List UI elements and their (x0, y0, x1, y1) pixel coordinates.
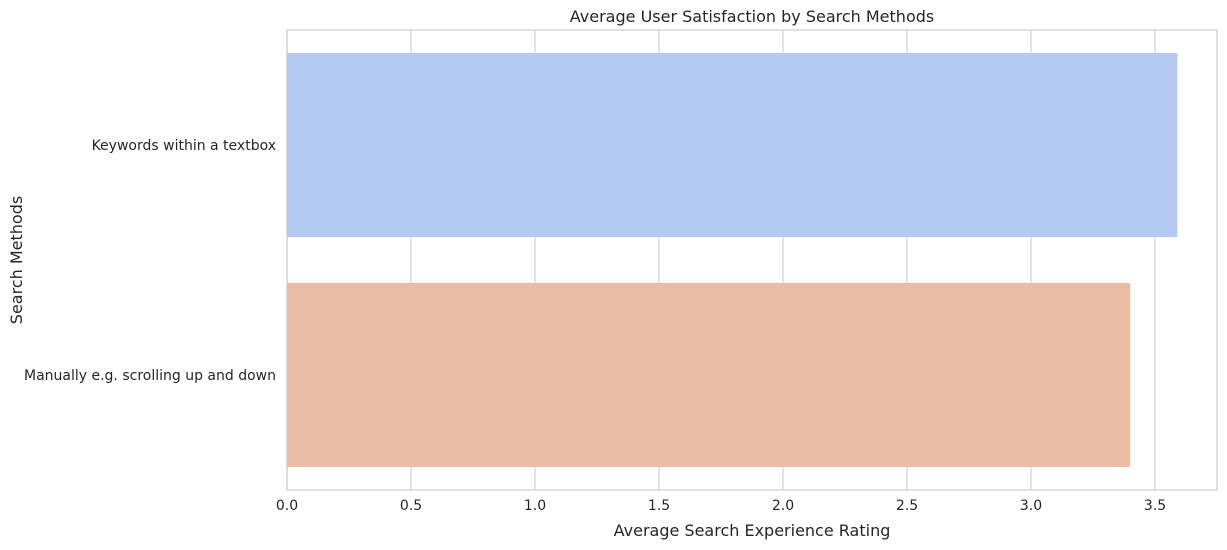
x-tick-label: 3.5 (1144, 498, 1166, 514)
bar-2 (287, 283, 1131, 467)
chart-title: Average User Satisfaction by Search Meth… (570, 7, 934, 26)
y-category-label: Manually e.g. scrolling up and down (24, 368, 276, 384)
x-tick-labels: 0.0 0.5 1.0 1.5 2.0 2.5 3.0 3.5 (276, 498, 1166, 514)
x-tick-label: 2.0 (772, 498, 794, 514)
y-axis-label: Search Methods (7, 196, 26, 324)
bar-1 (287, 53, 1178, 237)
y-category-labels: Keywords within a textbox Manually e.g. s… (24, 138, 276, 384)
x-tick-label: 2.5 (896, 498, 918, 514)
plot-frame (286, 29, 1218, 491)
x-tick-label: 0.0 (276, 498, 298, 514)
x-tick-label: 1.5 (648, 498, 670, 514)
y-category-label: Keywords within a textbox (92, 138, 276, 154)
x-tick-label: 3.0 (1020, 498, 1042, 514)
x-axis-label: Average Search Experience Rating (614, 521, 891, 540)
x-tick-label: 0.5 (400, 498, 422, 514)
x-tick-label: 1.0 (524, 498, 546, 514)
bars (287, 53, 1178, 467)
